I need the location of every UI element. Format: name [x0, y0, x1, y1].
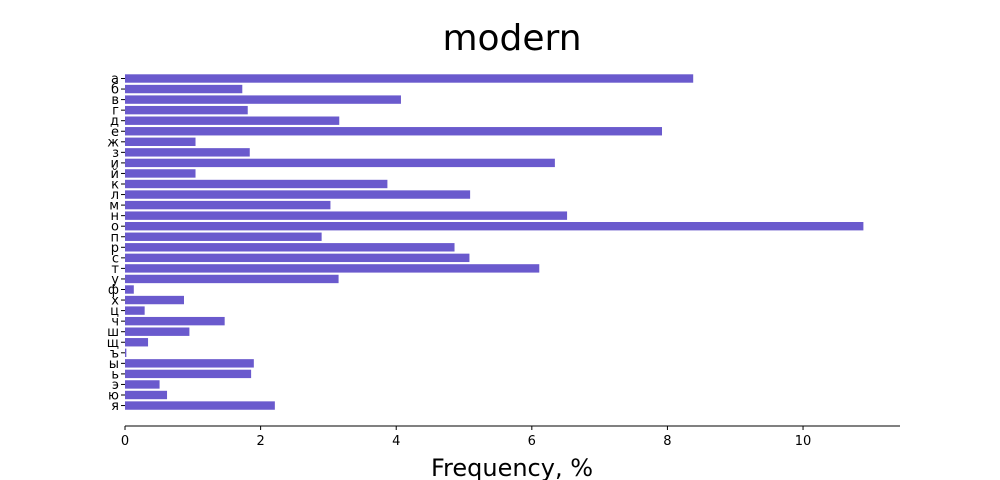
- y-tick-label: ф: [108, 283, 119, 298]
- bar-20: [125, 285, 134, 294]
- bar-5: [125, 127, 663, 136]
- x-tick-label: 10: [795, 434, 812, 449]
- y-tick-label: ы: [109, 357, 119, 372]
- x-tick-label: 6: [528, 434, 536, 449]
- bar-23: [125, 316, 225, 326]
- y-tick-label: г: [112, 104, 119, 119]
- y-tick-label: м: [109, 199, 119, 214]
- bar-18: [125, 264, 540, 273]
- y-tick-label: р: [111, 241, 119, 256]
- y-tick-label: л: [111, 188, 119, 203]
- y-tick-label: б: [111, 83, 119, 98]
- y-tick-label: з: [112, 146, 119, 161]
- y-tick-label: й: [111, 167, 119, 182]
- y-tick-label: э: [112, 378, 119, 393]
- y-tick-label: ц: [110, 304, 119, 319]
- y-tick-label: н: [111, 209, 120, 224]
- bar-19: [125, 274, 339, 284]
- bar-30: [125, 390, 168, 400]
- bar-25: [125, 338, 149, 347]
- x-axis-ticks: 0 2 4 6 8 10: [121, 426, 811, 449]
- x-tick-label: 8: [663, 434, 671, 449]
- bar-10: [125, 179, 388, 189]
- bar-1: [125, 84, 243, 94]
- y-tick-label: ж: [107, 135, 119, 150]
- x-axis-label: Frequency, %: [431, 454, 593, 480]
- bar-4: [125, 116, 340, 125]
- bar-16: [125, 243, 455, 252]
- bar-15: [125, 232, 322, 241]
- bars-group: [125, 74, 864, 410]
- y-tick-label: ъ: [110, 346, 119, 361]
- x-tick-label: 2: [256, 434, 264, 449]
- y-tick-label: ю: [108, 389, 119, 404]
- y-tick-label: в: [111, 93, 119, 108]
- bar-28: [125, 369, 252, 379]
- bar-0: [125, 74, 694, 83]
- bar-31: [125, 401, 275, 410]
- bar-9: [125, 169, 196, 178]
- bar-6: [125, 137, 196, 146]
- bar-24: [125, 327, 190, 336]
- bar-22: [125, 306, 145, 315]
- y-tick-label: щ: [107, 336, 119, 351]
- bar-3: [125, 105, 248, 115]
- y-tick-label: ь: [111, 367, 119, 382]
- y-tick-label: а: [111, 72, 119, 87]
- x-tick-label: 0: [121, 434, 129, 449]
- x-tick-label: 4: [392, 434, 400, 449]
- bar-7: [125, 148, 250, 157]
- y-tick-label: ш: [107, 325, 119, 340]
- bar-12: [125, 200, 331, 210]
- y-tick-label: х: [111, 294, 119, 309]
- y-tick-label: ч: [111, 315, 119, 330]
- y-tick-label: к: [111, 178, 119, 193]
- bar-21: [125, 295, 184, 305]
- y-tick-label: у: [111, 272, 119, 287]
- y-tick-label: я: [111, 399, 119, 414]
- y-tick-label: с: [112, 251, 119, 266]
- y-tick-label: е: [111, 125, 119, 140]
- bar-2: [125, 95, 401, 104]
- y-tick-label: т: [111, 262, 119, 277]
- bar-29: [125, 380, 160, 389]
- bar-8: [125, 158, 555, 168]
- bar-17: [125, 253, 470, 263]
- bar-13: [125, 211, 568, 220]
- chart-title: modern: [442, 18, 581, 59]
- bar-26: [125, 348, 127, 357]
- y-tick-label: п: [111, 230, 120, 245]
- y-tick-label: о: [111, 220, 119, 235]
- bar-27: [125, 359, 254, 368]
- y-tick-label: д: [110, 114, 119, 129]
- bar-14: [125, 222, 864, 231]
- y-tick-label: и: [111, 156, 119, 171]
- bar-11: [125, 190, 471, 199]
